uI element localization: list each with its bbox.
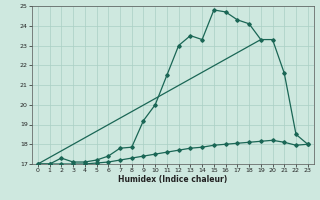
X-axis label: Humidex (Indice chaleur): Humidex (Indice chaleur) [118, 175, 228, 184]
